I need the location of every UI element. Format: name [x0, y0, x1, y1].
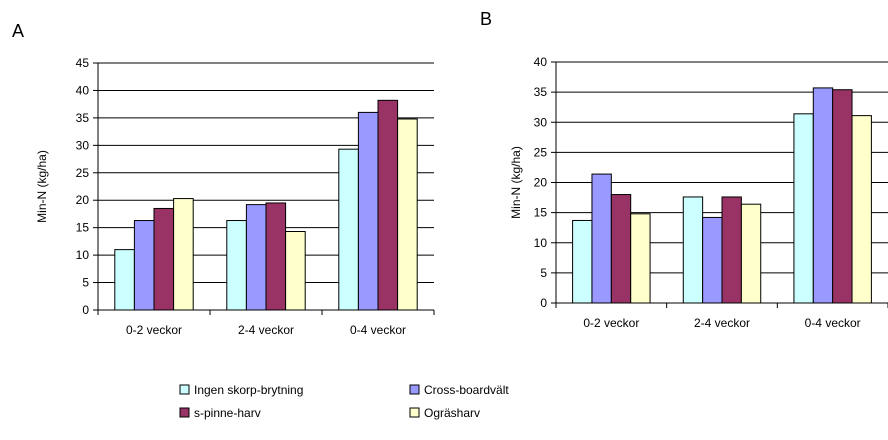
bar	[630, 213, 651, 304]
y-tick-label: 40	[534, 55, 548, 69]
bar	[226, 220, 247, 311]
bar	[285, 231, 306, 311]
bar	[338, 148, 359, 311]
y-tick-label: 25	[534, 145, 548, 159]
x-tick-label: 2-4 veckor	[238, 323, 294, 337]
y-tick-label: 20	[534, 176, 548, 190]
x-tick-label: 0-2 veckor	[126, 323, 182, 337]
bar	[793, 113, 814, 304]
y-tick-label: 15	[76, 221, 90, 235]
y-tick-label: 5	[82, 276, 89, 290]
legend-swatch	[409, 407, 420, 418]
y-tick-label: 0	[82, 303, 89, 317]
bar	[572, 219, 593, 304]
x-tick-label: 0-4 veckor	[350, 323, 406, 337]
panel-label: A	[12, 21, 24, 41]
y-tick-label: 35	[534, 85, 548, 99]
bar	[133, 220, 155, 311]
y-tick-label: 5	[540, 266, 547, 280]
bar	[851, 115, 872, 304]
legend-label: Cross-boardvält	[424, 383, 509, 397]
legend-label: Ogräsharv	[424, 406, 480, 420]
bar	[114, 249, 135, 311]
bar	[245, 204, 267, 311]
legend: Ingen skorp-brytning Cross-boardvält s-pin…	[179, 383, 509, 420]
bar	[812, 87, 834, 304]
bar	[610, 194, 632, 304]
panel-a: A 0 5 10 15 20 25 30 35 40 45 0-2 veckor 2-4 veckor 0…	[12, 21, 435, 337]
legend-swatch	[409, 384, 420, 395]
y-axis-label: Min-N (kg/ha)	[509, 146, 523, 219]
x-tick-label: 0-4 veckor	[805, 316, 861, 330]
legend-label: s-pinne-harv	[194, 406, 261, 420]
y-tick-label: 25	[76, 166, 90, 180]
bar	[702, 216, 723, 304]
bar	[397, 118, 418, 311]
bar	[357, 111, 379, 311]
y-tick-label: 10	[534, 236, 548, 250]
y-tick-label: 30	[76, 138, 90, 152]
y-axis-label: Min-N (kg/ha)	[35, 150, 49, 223]
panel-label: B	[480, 9, 492, 29]
y-tick-label: 0	[540, 296, 547, 310]
y-tick-label: 20	[76, 193, 90, 207]
y-tick-label: 10	[76, 248, 90, 262]
bar	[173, 198, 194, 311]
bar	[832, 89, 853, 304]
bar	[740, 203, 762, 304]
bar	[153, 207, 175, 311]
bar	[682, 196, 704, 304]
y-tick-label: 35	[76, 111, 90, 125]
legend-swatch	[179, 384, 190, 395]
legend-swatch	[179, 407, 190, 418]
panel-b: B 0 5 10 15 20 25 30 35 40 0-2 veckor 2-4 veckor 0-4…	[480, 9, 888, 330]
x-tick-label: 2-4 veckor	[694, 316, 750, 330]
y-tick-label: 45	[76, 56, 90, 70]
x-tick-label: 0-2 veckor	[583, 316, 639, 330]
legend-label: Ingen skorp-brytning	[194, 383, 303, 397]
y-tick-label: 30	[534, 115, 548, 129]
bar	[591, 173, 612, 304]
bar	[265, 202, 287, 311]
bar	[377, 99, 399, 311]
y-tick-label: 15	[534, 206, 548, 220]
bar	[721, 196, 742, 304]
y-tick-label: 40	[76, 83, 90, 97]
